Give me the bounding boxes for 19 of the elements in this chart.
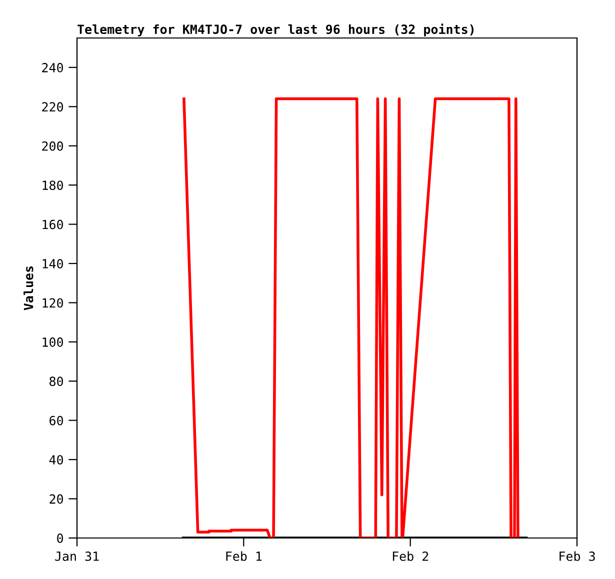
y-tick-label: 0	[57, 534, 63, 543]
x-tick-label: Feb 2	[392, 551, 428, 561]
y-tick-label: 220	[42, 102, 63, 112]
x-tick-label: Feb 1	[226, 551, 262, 561]
y-tick-label: 200	[42, 141, 63, 151]
x-tick-label: Feb 3	[560, 551, 595, 561]
y-tick-label: 120	[42, 298, 63, 308]
y-tick-label: 60	[50, 416, 63, 426]
y-axis-title: Values	[24, 266, 34, 310]
y-tick-label: 160	[42, 220, 63, 230]
y-tick-label: 20	[50, 494, 63, 504]
y-tick-label: 180	[42, 180, 63, 190]
y-tick-label: 240	[42, 62, 63, 72]
y-tick-label: 40	[49, 455, 63, 465]
x-tick-label: Jan 31	[55, 551, 99, 561]
y-tick-label: 140	[42, 258, 63, 268]
chart-title: Telemetry for KM4TJO-7 over last 96 hours (32 points)	[78, 24, 474, 36]
y-tick-label: 80	[50, 376, 63, 386]
y-tick-label: 100	[42, 337, 63, 347]
